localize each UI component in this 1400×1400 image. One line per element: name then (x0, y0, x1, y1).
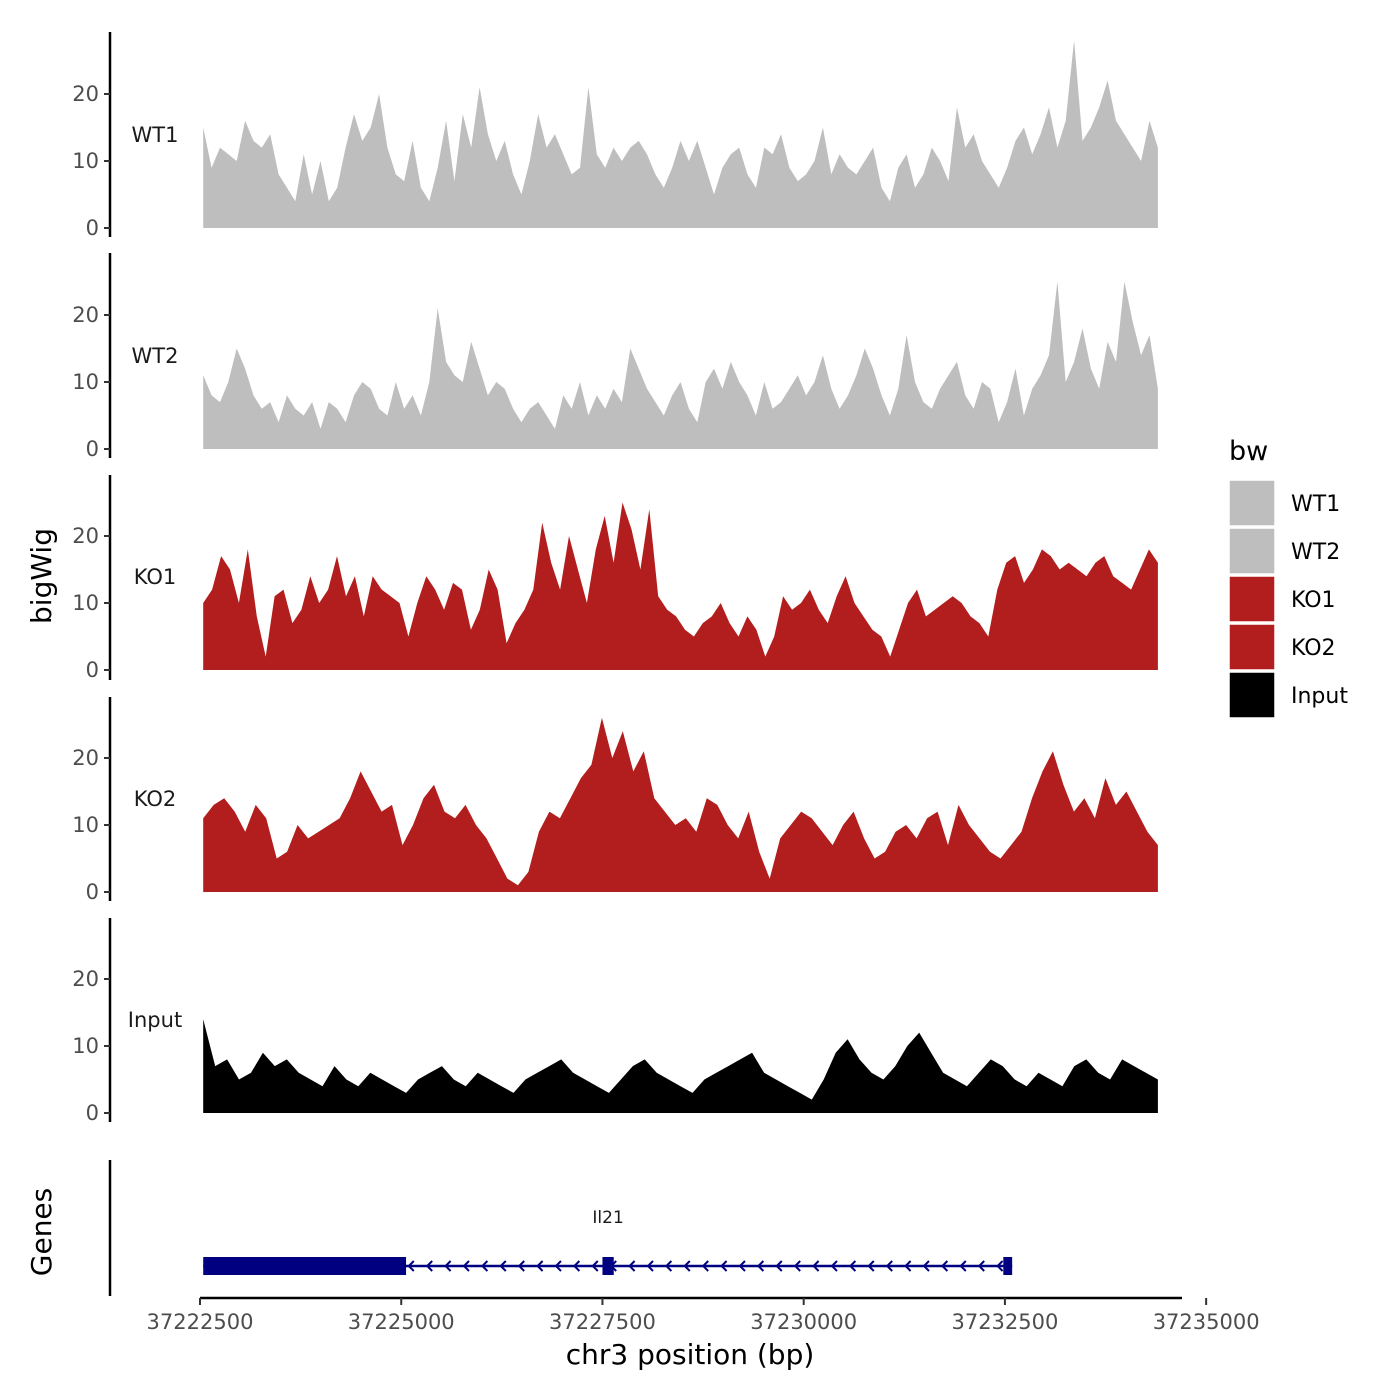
x-tick-label: 37230000 (750, 1310, 857, 1334)
x-axis-title: chr3 position (bp) (566, 1338, 815, 1371)
panel-label: WT1 (132, 123, 179, 147)
legend-swatch (1228, 527, 1276, 575)
legend-swatch (1228, 479, 1276, 527)
legend-entry-ko2: KO2 (1228, 623, 1336, 671)
panel-ko2: 0 10 20 KO2 (72, 697, 1158, 904)
x-tick-label: 37235000 (1153, 1310, 1260, 1334)
panel-label: KO1 (134, 565, 177, 589)
panel-ko1: 0 10 20 KO1 (72, 475, 1158, 682)
coverage-area-input (203, 1019, 1158, 1113)
y-tick-label: 10 (72, 1034, 99, 1058)
y-tick-label: 10 (72, 149, 99, 173)
coverage-area-wt1 (203, 40, 1158, 229)
genes-track-title: Genes (25, 1188, 58, 1276)
legend-swatch (1228, 671, 1276, 719)
y-tick-label: 0 (86, 880, 99, 904)
y-tick-label: 20 (72, 746, 99, 770)
gene-label: Il21 (592, 1208, 623, 1228)
legend-swatch (1228, 623, 1276, 671)
exon (1003, 1257, 1013, 1275)
y-tick-label: 0 (86, 437, 99, 461)
coverage-area-ko1 (203, 502, 1158, 670)
legend-entry-input: Input (1228, 671, 1348, 719)
x-tick-label: 37232500 (951, 1310, 1058, 1334)
x-tick-label: 37225000 (348, 1310, 455, 1334)
legend-entry-wt1: WT1 (1228, 479, 1340, 527)
x-tick-label: 37227500 (549, 1310, 656, 1334)
x-tick-label: 37222500 (147, 1310, 254, 1334)
bigwig-panels: 0 10 20 WT1 0 10 20 WT2 0 10 20 KO1 0 10 20 KO2 0 10 20 Inp… (72, 32, 1158, 1125)
legend-title: bw (1229, 436, 1268, 467)
y-tick-label: 20 (72, 82, 99, 106)
coverage-area-wt2 (203, 281, 1158, 449)
legend-entry-ko1: KO1 (1228, 575, 1336, 623)
coverage-area-ko2 (203, 717, 1158, 892)
legend-label: Input (1291, 684, 1348, 709)
y-tick-label: 20 (72, 524, 99, 548)
legend-label: KO2 (1291, 636, 1336, 661)
legend-swatch (1228, 575, 1276, 623)
gene-il21: Il21 (203, 1208, 1013, 1275)
x-axis: 37222500 37225000 37227500 37230000 37232500… (147, 1296, 1260, 1334)
panel-label: Input (128, 1008, 182, 1032)
legend-label: WT1 (1291, 492, 1340, 517)
panel-label: KO2 (134, 787, 177, 811)
exon (602, 1257, 614, 1275)
legend: bw WT1 WT2 KO1 KO2 Input (1228, 436, 1348, 719)
panel-wt2: 0 10 20 WT2 (72, 253, 1158, 461)
legend-label: WT2 (1291, 540, 1340, 565)
y-tick-label: 0 (86, 1101, 99, 1125)
y-tick-label: 0 (86, 658, 99, 682)
legend-entry-wt2: WT2 (1228, 527, 1340, 575)
y-tick-label: 20 (72, 303, 99, 327)
y-axis-title: bigWig (25, 528, 58, 624)
y-tick-label: 20 (72, 967, 99, 991)
panel-input: 0 10 20 Input (72, 918, 1158, 1125)
y-tick-label: 0 (86, 216, 99, 240)
y-tick-label: 10 (72, 591, 99, 615)
legend-label: KO1 (1291, 588, 1336, 613)
panel-wt1: 0 10 20 WT1 (72, 32, 1158, 240)
panel-label: WT2 (132, 344, 179, 368)
exon (203, 1257, 407, 1275)
y-tick-label: 10 (72, 813, 99, 837)
genes-panel: Il21 (108, 1160, 1013, 1296)
y-tick-label: 10 (72, 370, 99, 394)
